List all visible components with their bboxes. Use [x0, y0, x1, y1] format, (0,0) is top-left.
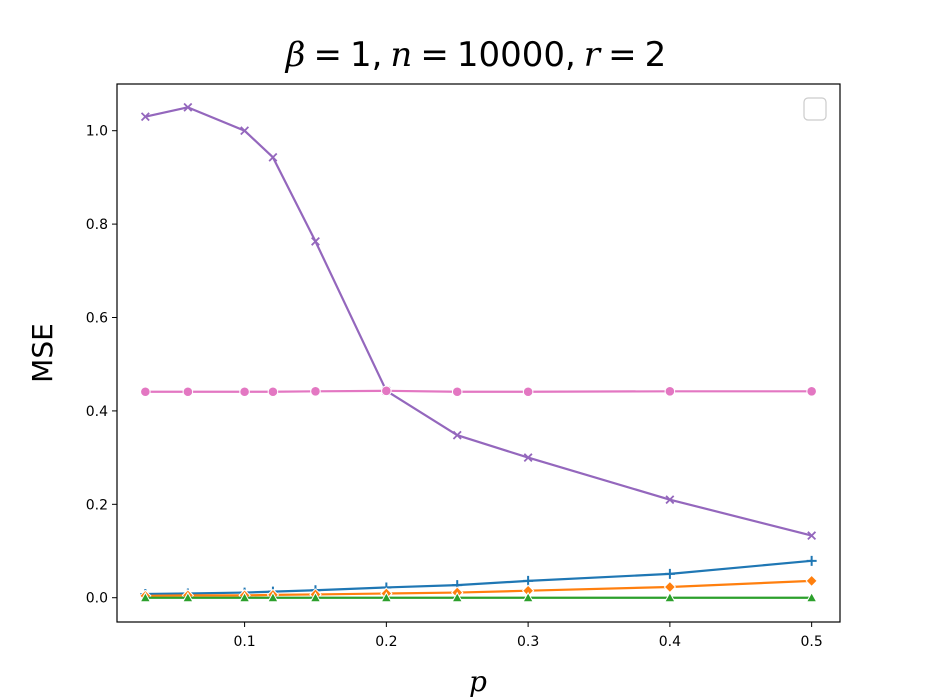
legend-box	[803, 97, 827, 121]
series-5	[140, 385, 817, 398]
y-tick-label: 0.0	[86, 591, 108, 607]
y-tick-label: 1.0	[86, 124, 108, 140]
data-point	[805, 574, 818, 588]
x-tick-label: 0.2	[375, 634, 397, 650]
x-tick-label: 0.3	[517, 634, 539, 650]
title-r-value: 2	[645, 35, 667, 75]
data-point	[807, 531, 817, 541]
data-point	[183, 102, 193, 112]
title-beta-value: 1	[350, 35, 372, 75]
series-line	[145, 559, 812, 596]
x-tick-label: 0.1	[233, 634, 255, 650]
series-line	[145, 389, 812, 393]
axis-ticks: 0.1 0.2 0.3 0.4 0.5 0.0 0.2 0.4 0.6 0.8 1.0	[86, 124, 823, 650]
series-line	[145, 579, 812, 597]
y-axis-label: MSE	[26, 323, 59, 383]
data-point	[664, 568, 675, 579]
data-point	[523, 453, 533, 463]
x-axis-label: p	[469, 665, 487, 698]
data-point	[665, 495, 675, 505]
data-point	[806, 555, 817, 566]
title-beta-symbol: β	[284, 35, 306, 75]
data-point	[664, 385, 676, 397]
data-point	[380, 591, 393, 603]
data-point	[239, 386, 250, 398]
series-line	[145, 106, 812, 537]
data-point	[522, 591, 534, 603]
series-3	[139, 591, 818, 603]
data-point	[268, 152, 278, 162]
title-n-value: 10000	[457, 35, 565, 75]
data-point	[267, 386, 279, 398]
data-point	[238, 591, 251, 603]
plot-area	[139, 102, 818, 603]
data-point	[267, 591, 279, 603]
data-point	[310, 385, 321, 397]
data-point	[139, 591, 152, 603]
data-point	[451, 591, 464, 603]
chart-title: β = 1, n = 10000, r = 2	[284, 35, 666, 75]
data-point	[140, 386, 151, 398]
data-point	[451, 386, 463, 398]
data-point	[182, 386, 194, 398]
data-point	[522, 386, 534, 398]
data-point	[140, 112, 150, 122]
data-point	[805, 591, 818, 603]
data-point	[182, 591, 194, 603]
data-point	[523, 575, 534, 586]
data-point	[664, 591, 676, 603]
axes-frame	[116, 83, 841, 623]
data-point	[806, 385, 817, 397]
y-tick-label: 0.8	[86, 217, 108, 233]
x-tick-label: 0.5	[801, 634, 823, 650]
title-r-symbol: r	[584, 35, 602, 75]
x-tick-label: 0.4	[659, 634, 681, 650]
data-point	[309, 591, 322, 603]
y-tick-label: 0.4	[86, 404, 108, 420]
y-tick-label: 0.6	[86, 311, 108, 327]
data-point	[240, 126, 250, 136]
title-n-symbol: n	[390, 35, 412, 75]
data-point	[311, 236, 320, 246]
data-point	[452, 430, 462, 440]
y-tick-label: 0.2	[86, 497, 108, 513]
data-point	[381, 385, 392, 397]
